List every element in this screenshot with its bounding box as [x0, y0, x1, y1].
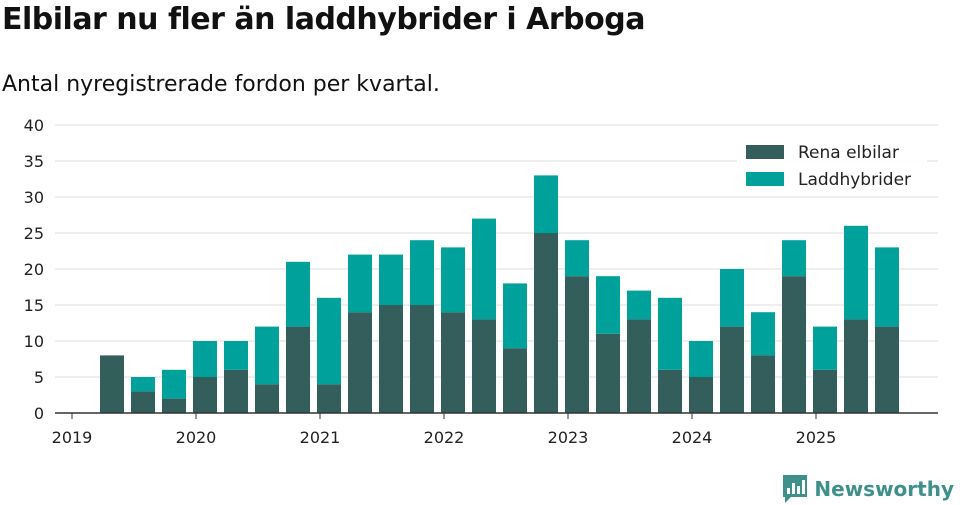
bar-laddhybrider — [255, 326, 279, 385]
legend-label: Laddhybrider — [798, 170, 911, 190]
bar-rena-elbilar — [162, 398, 186, 413]
bar-laddhybrider — [627, 290, 651, 320]
bar-rena-elbilar — [410, 305, 434, 413]
bar-rena-elbilar — [627, 319, 651, 413]
bar-laddhybrider — [720, 269, 744, 327]
bar-laddhybrider — [224, 341, 248, 370]
bar-laddhybrider — [317, 297, 341, 385]
bars — [100, 175, 899, 413]
bar-laddhybrider — [131, 377, 155, 392]
bar-rena-elbilar — [100, 355, 124, 413]
legend-label: Rena elbilar — [798, 143, 899, 163]
bar-rena-elbilar — [131, 391, 155, 413]
x-tick-label: 2024 — [672, 428, 713, 447]
bar-laddhybrider — [534, 175, 558, 233]
bar-rena-elbilar — [193, 377, 217, 413]
y-tick-label: 25 — [24, 224, 44, 243]
x-tick-label: 2025 — [796, 428, 837, 447]
bar-rena-elbilar — [317, 384, 341, 413]
bar-laddhybrider — [565, 240, 589, 277]
y-axis-labels: 0 5 10 15 20 25 30 35 40 — [24, 116, 44, 423]
bar-laddhybrider — [286, 261, 310, 327]
bar-laddhybrider — [193, 341, 217, 377]
x-axis-labels: 2019 2020 2021 2022 2023 2024 2025 — [52, 413, 837, 447]
x-tick-label: 2022 — [424, 428, 465, 447]
bar-laddhybrider — [503, 283, 527, 349]
y-tick-label: 40 — [24, 116, 44, 135]
x-tick-label: 2021 — [300, 428, 341, 447]
y-tick-label: 10 — [24, 332, 44, 351]
brand-label: Newsworthy — [814, 477, 954, 501]
bar-rena-elbilar — [255, 384, 279, 413]
bar-rena-elbilar — [534, 233, 558, 413]
bar-rena-elbilar — [441, 312, 465, 413]
legend-swatch — [746, 145, 784, 159]
bar-rena-elbilar — [286, 326, 310, 413]
bar-laddhybrider — [689, 341, 713, 377]
bar-laddhybrider — [441, 247, 465, 313]
x-tick-label: 2020 — [176, 428, 217, 447]
bar-laddhybrider — [751, 312, 775, 356]
newsworthy-logo-icon — [783, 475, 808, 503]
y-tick-label: 0 — [34, 404, 44, 423]
bar-rena-elbilar — [844, 319, 868, 413]
bar-laddhybrider — [348, 254, 372, 313]
bar-laddhybrider — [472, 218, 496, 320]
bar-rena-elbilar — [875, 326, 899, 413]
bar-rena-elbilar — [751, 355, 775, 413]
bar-laddhybrider — [379, 254, 403, 305]
bar-laddhybrider — [162, 369, 186, 399]
x-tick-label: 2023 — [548, 428, 589, 447]
bar-rena-elbilar — [813, 369, 837, 413]
bar-laddhybrider — [813, 326, 837, 370]
bar-laddhybrider — [410, 240, 434, 305]
legend-swatch — [746, 172, 784, 186]
bar-rena-elbilar — [782, 276, 806, 413]
bar-rena-elbilar — [689, 377, 713, 413]
y-tick-label: 35 — [24, 152, 44, 171]
bar-rena-elbilar — [565, 276, 589, 413]
brand: Newsworthy — [782, 474, 954, 504]
bar-laddhybrider — [844, 225, 868, 320]
bar-rena-elbilar — [720, 326, 744, 413]
y-tick-label: 5 — [34, 368, 44, 387]
bar-laddhybrider — [596, 276, 620, 334]
bar-rena-elbilar — [348, 312, 372, 413]
bar-laddhybrider — [658, 297, 682, 370]
y-tick-label: 15 — [24, 296, 44, 315]
chart-subtitle: Antal nyregistrerade fordon per kvartal. — [2, 72, 440, 97]
bar-rena-elbilar — [472, 319, 496, 413]
bar-laddhybrider — [782, 240, 806, 277]
y-tick-label: 20 — [24, 260, 44, 279]
bar-laddhybrider — [875, 247, 899, 327]
bar-rena-elbilar — [379, 305, 403, 413]
bar-rena-elbilar — [658, 369, 682, 413]
bar-rena-elbilar — [503, 348, 527, 413]
bar-rena-elbilar — [596, 333, 620, 413]
y-tick-label: 30 — [24, 188, 44, 207]
x-tick-label: 2019 — [52, 428, 93, 447]
bar-rena-elbilar — [224, 369, 248, 413]
chart-title: Elbilar nu fler än laddhybrider i Arboga — [2, 2, 645, 37]
legend: Rena elbilar Laddhybrider — [737, 138, 927, 196]
